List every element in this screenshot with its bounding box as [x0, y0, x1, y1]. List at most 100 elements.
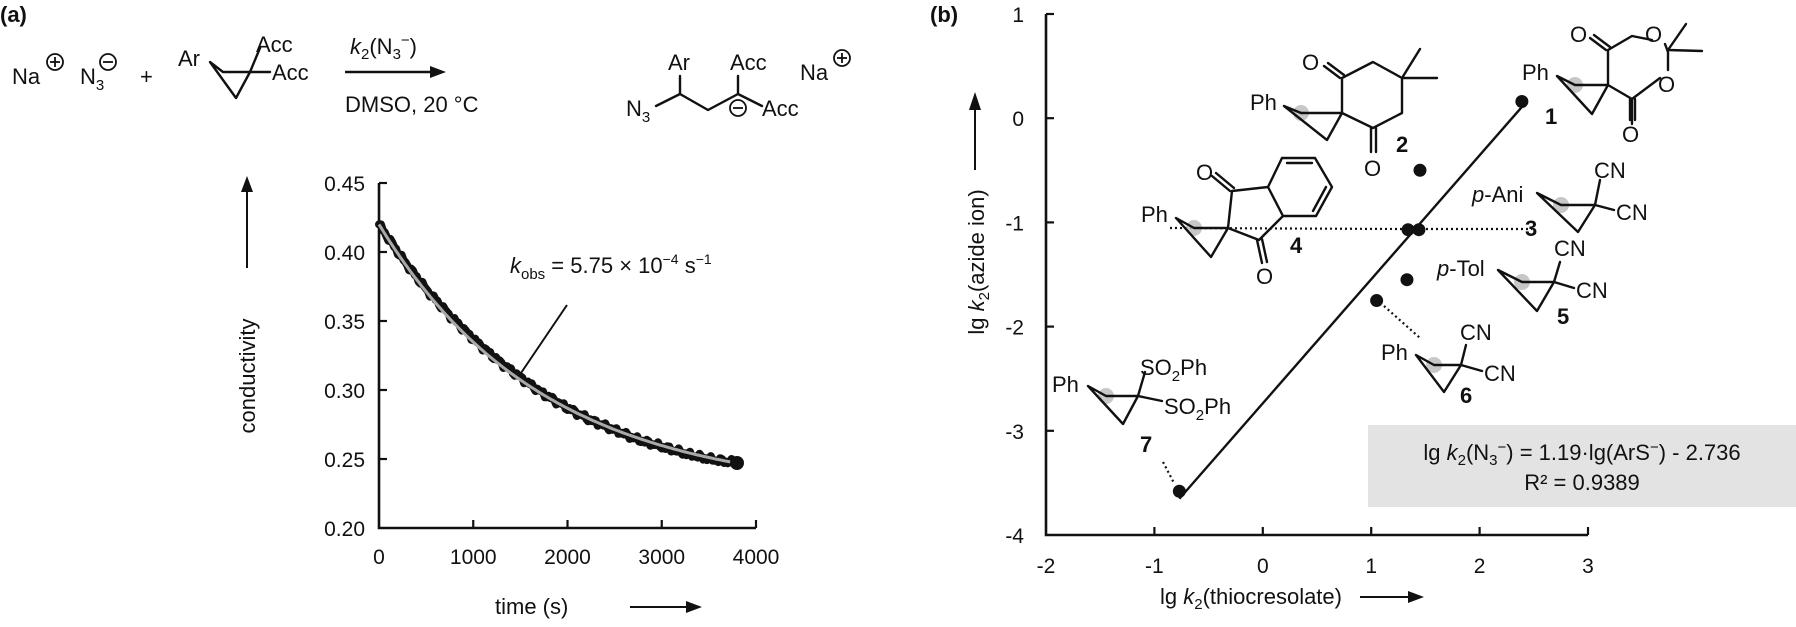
regression-line — [1178, 106, 1523, 500]
ticks-a: 0 1000 2000 3000 4000 0.20 0.25 0.30 0.35 0.40 0.4… — [324, 173, 779, 569]
y-tick-label: -3 — [1005, 421, 1024, 444]
data-point-6 — [1370, 294, 1384, 308]
acc-bonds — [248, 46, 272, 74]
x-tick-label: 0 — [1257, 555, 1269, 578]
x-tick-label: 3 — [1582, 555, 1594, 578]
svg-text:6: 6 — [1460, 383, 1472, 408]
svg-text:5: 5 — [1557, 304, 1569, 329]
compound-1-structure: Ph O O O O 1 — [1522, 22, 1704, 147]
y-tick-label: 0.45 — [324, 173, 365, 196]
y-tick-label: 0.30 — [324, 380, 365, 403]
y-tick-label: -2 — [1005, 317, 1024, 340]
product-acc-label-1: Acc — [730, 50, 767, 75]
compound-2-structure: Ph O O 2 — [1250, 47, 1439, 181]
svg-text:3: 3 — [1525, 216, 1537, 241]
product-acc-label-2: Acc — [762, 96, 799, 121]
y-axis-label-b: lg k2(azide ion) — [964, 189, 993, 334]
ticks-b: -2 -1 0 1 2 3 -4 -3 -2 -1 0 1 — [1005, 4, 1594, 578]
svg-text:p-Ani: p-Ani — [1471, 182, 1523, 207]
y-tick-label: 0.40 — [324, 242, 365, 265]
x-tick-label: -1 — [1145, 555, 1164, 578]
x-tick-label: 2000 — [544, 546, 591, 569]
svg-text:O: O — [1364, 156, 1381, 181]
svg-text:Ph: Ph — [1522, 60, 1549, 85]
data-points — [1172, 95, 1529, 498]
panel-a-label: (a) — [0, 2, 27, 27]
svg-text:O: O — [1658, 72, 1675, 97]
data-point-4 — [1401, 223, 1415, 237]
trace-end-cluster — [730, 456, 744, 470]
axes-b — [1044, 14, 1588, 537]
x-tick-label: 4000 — [733, 546, 780, 569]
kobs-annotation: kobs = 5.75 × 10−4 s−1 — [510, 251, 712, 283]
svg-text:Ph: Ph — [1141, 202, 1168, 227]
fit-curve — [377, 223, 738, 465]
axes-a — [377, 183, 756, 530]
y-tick-label: 0.25 — [324, 449, 365, 472]
svg-text:Ph: Ph — [1250, 90, 1277, 115]
svg-text:O: O — [1256, 264, 1273, 289]
x-axis-arrow-icon-b — [1360, 591, 1424, 603]
data-point-2 — [1413, 163, 1427, 177]
product-aryl-label: Ar — [668, 50, 690, 75]
annotation-leader — [520, 304, 568, 374]
data-point-5 — [1400, 273, 1414, 287]
svg-text:SO2Ph: SO2Ph — [1164, 394, 1231, 424]
leader-4 — [1169, 226, 1403, 231]
svg-text:p-Tol: p-Tol — [1436, 256, 1485, 281]
x-tick-label: 3000 — [638, 546, 685, 569]
y-tick-label: -4 — [1005, 525, 1024, 548]
equation-box — [1368, 425, 1796, 507]
data-point-1 — [1515, 95, 1529, 109]
svg-text:SO2Ph: SO2Ph — [1140, 355, 1207, 385]
svg-text:Ph: Ph — [1381, 340, 1408, 365]
data-point-3 — [1412, 223, 1426, 237]
compound-7-structure: Ph SO2Ph SO2Ph 7 — [1052, 355, 1231, 457]
minus-charge-icon — [99, 53, 117, 71]
data-point-7 — [1172, 484, 1186, 498]
svg-text:O: O — [1645, 22, 1662, 47]
acc-label-1: Acc — [256, 32, 293, 57]
x-axis-arrow-icon — [630, 601, 702, 613]
x-tick-label: 2 — [1474, 555, 1486, 578]
compound-5-structure: p-Tol CN CN 5 — [1436, 236, 1608, 329]
y-axis-arrow-icon-b — [969, 92, 981, 170]
y-tick-label: 0.20 — [324, 518, 365, 541]
y-tick-label: 0.35 — [324, 311, 365, 334]
y-axis-label-a: conductivity — [235, 319, 260, 434]
reaction-scheme: Na N3 + Ar Acc Acc k2(N3−) DMSO, 20 °C A… — [12, 32, 851, 126]
product-backbone — [654, 74, 764, 112]
r-squared: R² = 0.9389 — [1524, 470, 1640, 495]
panel-b-label: (b) — [930, 2, 958, 27]
y-tick-label: 0 — [1012, 108, 1024, 131]
svg-text:O: O — [1302, 50, 1319, 75]
compound-6-structure: Ph CN CN 6 — [1381, 320, 1516, 408]
arrow-rate-label: k2(N3−) — [350, 32, 417, 63]
svg-text:Ph: Ph — [1052, 372, 1079, 397]
svg-text:2: 2 — [1396, 132, 1408, 157]
svg-text:CN: CN — [1594, 158, 1626, 183]
svg-text:O: O — [1196, 160, 1213, 185]
product-plus-charge-icon — [833, 49, 851, 67]
conductivity-plot: conductivity 0 1000 2000 3000 4000 0.20 0.25 0.… — [235, 173, 779, 619]
leader-6 — [1383, 305, 1421, 339]
x-axis-label-a: time (s) — [495, 594, 568, 619]
y-axis-arrow-icon — [241, 176, 253, 268]
product-sodium-label: Na — [800, 60, 829, 85]
svg-text:1: 1 — [1545, 104, 1557, 129]
svg-text:CN: CN — [1460, 320, 1492, 345]
svg-text:CN: CN — [1484, 361, 1516, 386]
azide-label: N3 — [80, 64, 104, 94]
svg-text:O: O — [1622, 122, 1639, 147]
cyclopropane-ring — [208, 60, 252, 100]
compound-3-structure: p-Ani CN CN 3 — [1471, 158, 1648, 241]
compound-4-structure: Ph O O 4 — [1141, 156, 1334, 289]
svg-text:CN: CN — [1576, 278, 1608, 303]
plus-sign: + — [140, 64, 153, 89]
x-tick-label: 1 — [1365, 555, 1377, 578]
svg-text:CN: CN — [1554, 236, 1586, 261]
conditions-label: DMSO, 20 °C — [345, 92, 479, 117]
x-axis-label-b: lg k2(thiocresolate) — [1160, 584, 1342, 613]
reaction-arrow-icon — [345, 66, 446, 78]
